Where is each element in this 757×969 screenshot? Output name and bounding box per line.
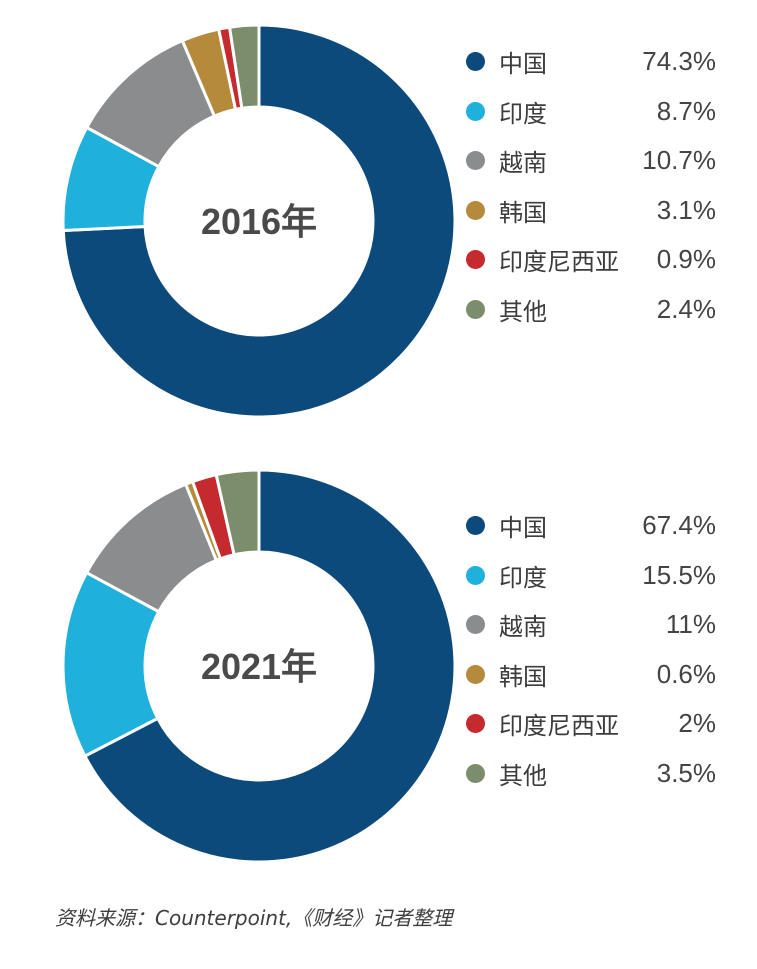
legend-swatch	[466, 52, 485, 72]
legend-value: 15.5%	[642, 559, 716, 590]
legend-swatch	[466, 565, 485, 585]
legend-value: 11%	[665, 609, 716, 640]
legend-value: 67.4%	[642, 510, 716, 541]
legend-item-other: 其他 2.4%	[466, 285, 716, 335]
legend-2021: 中国 67.4% 印度 15.5% 越南 11% 韩国 0.6% 印度尼西亚 2% 其他 3.5%	[466, 501, 716, 798]
legend-label: 印度	[499, 563, 547, 592]
donut-2021-svg: 2021年	[61, 468, 457, 864]
legend-label: 韩国	[499, 662, 547, 691]
legend-item-vietnam: 越南 10.7%	[466, 136, 716, 186]
legend-swatch	[466, 615, 485, 635]
legend-item-korea: 韩国 3.1%	[466, 186, 716, 236]
legend-swatch	[466, 763, 485, 783]
legend-label: 其他	[499, 761, 547, 790]
legend-item-indonesia: 印度尼西亚 0.9%	[466, 235, 716, 285]
legend-label: 越南	[499, 613, 547, 642]
legend-item-indonesia: 印度尼西亚 2%	[466, 699, 716, 749]
legend-item-india: 印度 15.5%	[466, 551, 716, 601]
legend-swatch	[466, 200, 485, 220]
legend-swatch	[466, 101, 485, 121]
legend-value: 3.5%	[656, 757, 716, 788]
donut-chart-2021: 2021年 中国 67.4% 印度 15.5% 越南 11% 韩国 0.6% 印度尼西亚 2% 其他…	[0, 448, 757, 878]
legend-swatch	[466, 151, 485, 171]
legend-2016: 中国 74.3% 印度 8.7% 越南 10.7% 韩国 3.1% 印度尼西亚 0.9% 其他 2.4…	[466, 37, 716, 334]
donut-chart-2016: 2016年 中国 74.3% 印度 8.7% 越南 10.7% 韩国 3.1% 印度尼西亚 0.9…	[0, 0, 757, 430]
legend-value: 0.6%	[656, 658, 716, 689]
legend-label: 印度尼西亚	[499, 248, 619, 277]
legend-item-china: 中国 74.3%	[466, 37, 716, 87]
legend-value: 2.4%	[656, 293, 716, 324]
slice-other	[214, 468, 261, 557]
legend-item-china: 中国 67.4%	[466, 501, 716, 551]
legend-swatch	[466, 299, 485, 319]
legend-value: 2%	[678, 708, 716, 739]
legend-label: 韩国	[499, 198, 547, 227]
legend-value: 8.7%	[656, 95, 716, 126]
legend-swatch	[466, 516, 485, 536]
legend-item-india: 印度 8.7%	[466, 87, 716, 137]
legend-label: 越南	[499, 149, 547, 178]
slice-china	[61, 23, 457, 419]
center-label: 2021年	[201, 646, 317, 687]
legend-label: 印度尼西亚	[499, 712, 619, 741]
legend-swatch	[466, 714, 485, 734]
legend-label: 印度	[499, 99, 547, 128]
legend-label: 中国	[499, 514, 547, 543]
legend-value: 3.1%	[656, 194, 716, 225]
legend-item-korea: 韩国 0.6%	[466, 650, 716, 700]
legend-value: 74.3%	[642, 46, 716, 77]
legend-swatch	[466, 664, 485, 684]
legend-label: 其他	[499, 297, 547, 326]
slice-china	[82, 468, 457, 864]
legend-value: 10.7%	[642, 145, 716, 176]
slice-other	[227, 23, 261, 110]
donut-2016-svg: 2016年	[61, 23, 457, 419]
legend-item-other: 其他 3.5%	[466, 749, 716, 799]
legend-item-vietnam: 越南 11%	[466, 600, 716, 650]
legend-label: 中国	[499, 50, 547, 79]
legend-swatch	[466, 250, 485, 270]
source-note: 资料来源：Counterpoint,《财经》记者整理	[55, 906, 453, 930]
legend-value: 0.9%	[656, 244, 716, 275]
center-label: 2016年	[201, 201, 317, 242]
